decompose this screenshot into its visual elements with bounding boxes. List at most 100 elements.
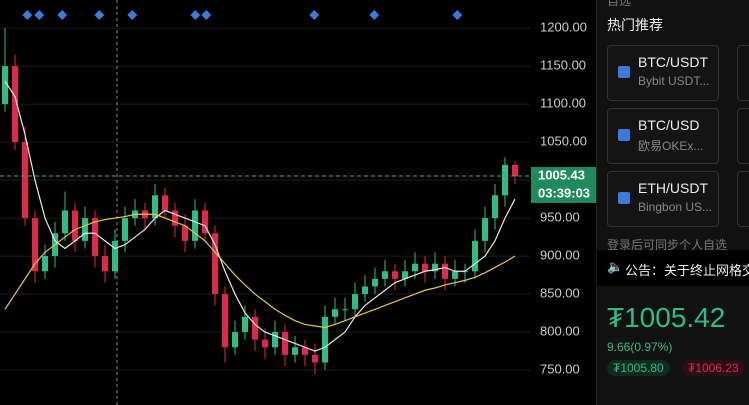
candle-body [422,263,428,272]
section-label: 自选 [607,0,632,8]
ask: ₮1006.23 [682,360,745,376]
notice: 公告：关于终止网格交 [625,263,749,278]
marker [34,10,45,20]
candle-body [472,240,478,272]
pair: ETH/USDT [638,180,708,196]
card[interactable] [737,171,749,227]
candle-body [222,294,228,348]
candle-body [252,316,258,340]
candle-body [112,240,118,272]
bid: ₮1005.80 [607,360,670,376]
candle-body [192,210,198,241]
y-tick-label: 800.00 [540,323,580,338]
candle-body [42,256,48,272]
marker [57,10,68,20]
pair: BTC/USD [638,117,700,133]
card[interactable] [737,108,749,164]
price-tag [531,166,596,203]
candle-body [22,142,28,219]
y-tick-label: 750.00 [540,361,580,376]
candle-body [482,218,488,241]
exchange: Bingbon US... [638,200,713,214]
candle-body [2,66,8,105]
candle-body [382,271,388,279]
candle-body [32,218,38,272]
candle-body [12,66,18,143]
candle-body [372,278,378,287]
exchange: Bybit USDT... [638,74,710,88]
card[interactable] [737,45,749,101]
marker [369,10,380,20]
candle-body [62,210,68,234]
card[interactable]: ETH/USDT Bingbon US... [607,171,719,227]
candle-body [202,210,208,234]
y-tick-label: 850.00 [540,285,580,300]
candle-body [512,164,518,177]
hot-title: 热门推荐 [607,17,663,33]
candle-body [262,339,268,348]
candle-body [162,195,168,211]
candle-body [442,263,448,279]
checkbox[interactable] [618,66,630,78]
candle-body [352,294,358,310]
y-tick-label: 1200.00 [540,20,587,35]
pair: BTC/USDT [638,54,708,70]
candle-body [492,195,498,219]
exchange: 欧易OKEx... [638,139,704,153]
candle-body [452,271,458,279]
candle-body [392,271,398,279]
candle-body [102,256,108,272]
candle-body [172,210,178,226]
change: 9.66(0.97%) [607,340,673,354]
marker [94,10,105,20]
login-hint: 登录后可同步个人自选 [607,238,728,252]
y-tick-label: 950.00 [540,210,580,225]
candle-body [82,218,88,241]
checkbox[interactable] [618,129,630,141]
candle-body [122,218,128,241]
candle-body [342,309,348,311]
candle-body [362,286,368,295]
side-panel: 自选 热门推荐 BTC/USDT Bybit USDT... BTC/USD 欧易O… [596,0,749,405]
marker [190,10,201,20]
chart: 1200.001150.001100.001050.001000.00950.0… [0,0,596,405]
candle-body [272,332,278,348]
countdown: 03:39:03 [538,185,590,200]
y-tick-label: 1150.00 [540,58,586,73]
candle-body [212,233,218,295]
candle-body [182,225,188,241]
candle-body [292,347,298,355]
marker [127,10,138,20]
y-tick-label: 900.00 [540,248,580,263]
marker [309,10,320,20]
candle-body [92,218,98,257]
candle-body [312,354,318,363]
candle-body [232,332,238,348]
last-price-label: 1005.43 [538,167,585,182]
candle-body [72,210,78,241]
candle-body [432,263,438,272]
candle-body [412,263,418,272]
price: ₮1005.42 [607,302,726,333]
checkbox[interactable] [618,192,630,204]
card[interactable]: BTC/USD 欧易OKEx... [607,108,719,164]
moving-average [4,80,516,352]
marker [22,10,33,20]
y-tick-label: 1050.00 [540,134,587,149]
marker [452,10,463,20]
candle-body [282,332,288,355]
moving-average [4,213,516,329]
candle-body [242,316,248,333]
candle-body [302,347,308,355]
icon: 🔈 [607,259,624,274]
candle-body [322,316,328,363]
candle-body [402,271,408,279]
candle-body [332,309,338,317]
y-tick-label: 1100.00 [540,96,586,111]
candle-body [502,164,508,196]
candle-body [152,195,158,219]
card[interactable]: BTC/USDT Bybit USDT... [607,45,719,101]
notice-bar[interactable]: 公告：关于终止网格交 🔈 [597,250,749,286]
marker [201,10,212,20]
